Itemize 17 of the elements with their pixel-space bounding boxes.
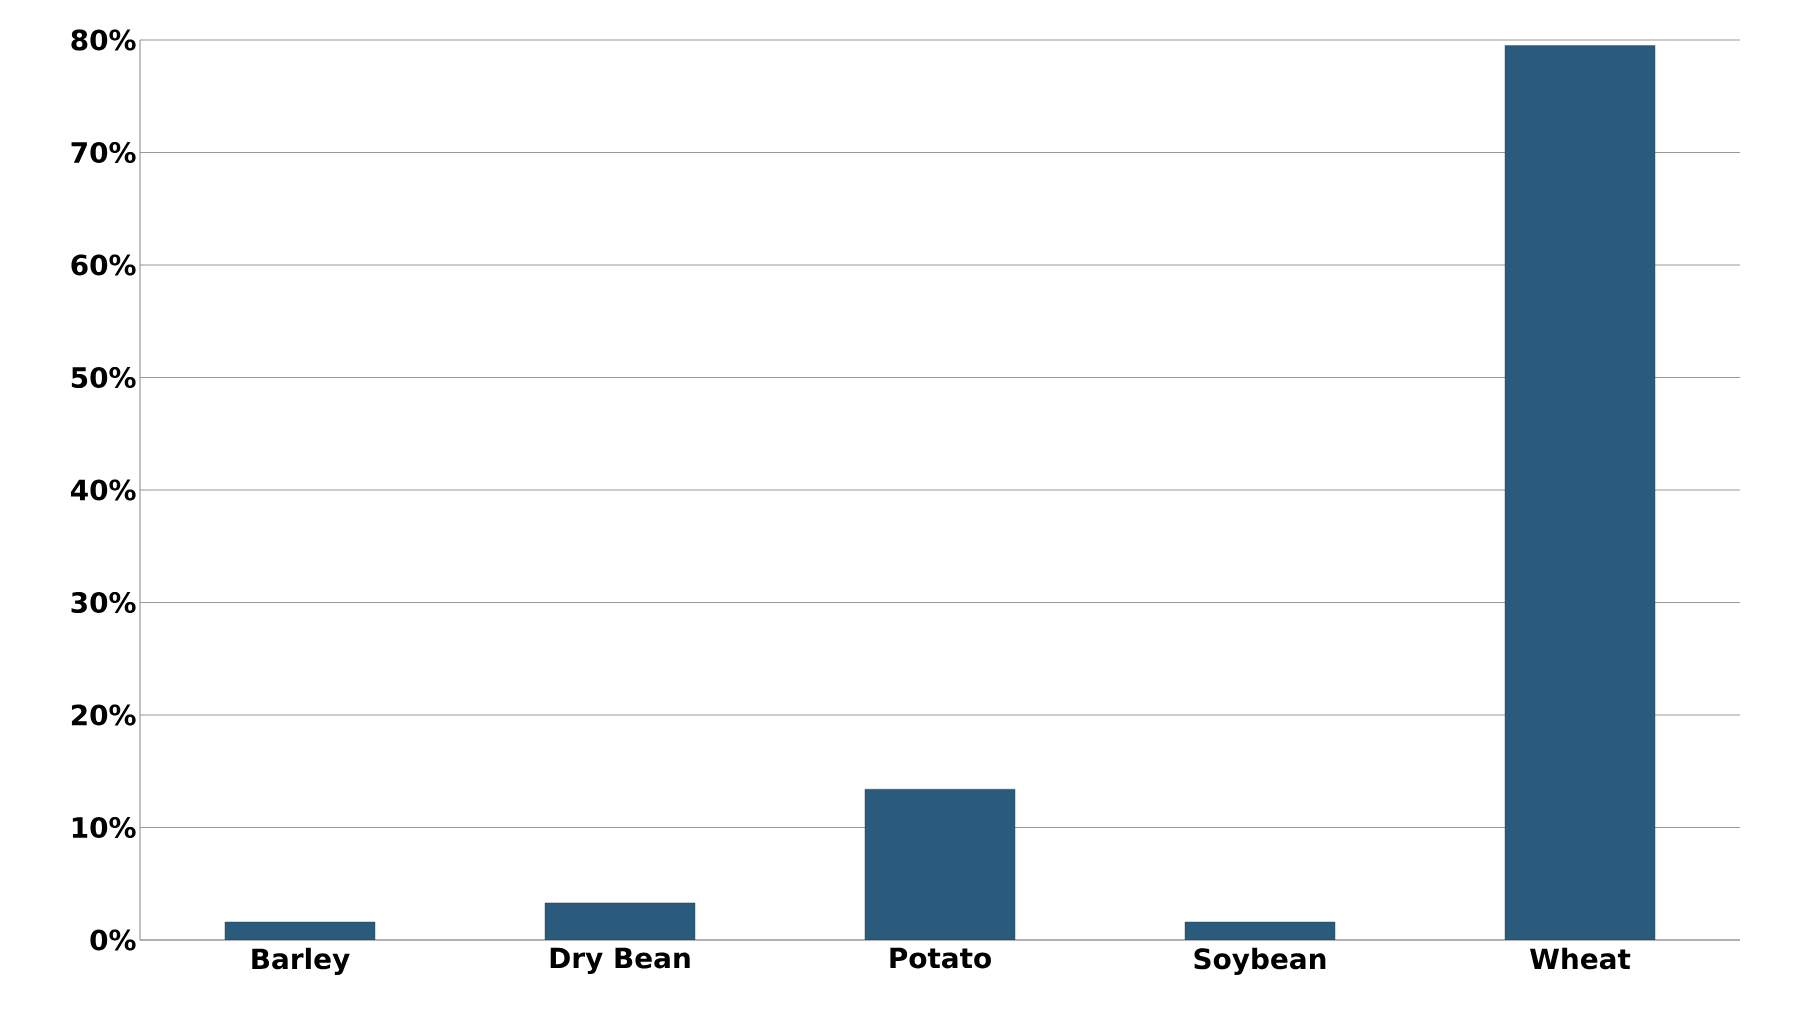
y-tick-label: 80% bbox=[71, 29, 136, 51]
x-tick-label: Dry Bean bbox=[550, 947, 690, 975]
y-tick-label: 60% bbox=[71, 254, 136, 276]
y-tick-label: 0% bbox=[90, 929, 136, 951]
bar bbox=[544, 902, 696, 940]
y-tick-label: 20% bbox=[71, 704, 136, 726]
y-tick-label: 70% bbox=[71, 141, 136, 164]
x-tick-label: Soybean bbox=[1194, 947, 1326, 975]
bar bbox=[1504, 45, 1656, 940]
x-tick-label: Wheat bbox=[1529, 947, 1631, 970]
y-tick-label: 50% bbox=[71, 366, 136, 389]
x-tick-label: Potato bbox=[890, 947, 991, 969]
y-tick-label: 40% bbox=[70, 479, 136, 501]
y-tick-label: 10% bbox=[72, 816, 136, 839]
x-tick-label: Barley bbox=[252, 947, 350, 975]
y-tick-label: 30% bbox=[71, 591, 136, 614]
bar bbox=[864, 789, 1016, 940]
